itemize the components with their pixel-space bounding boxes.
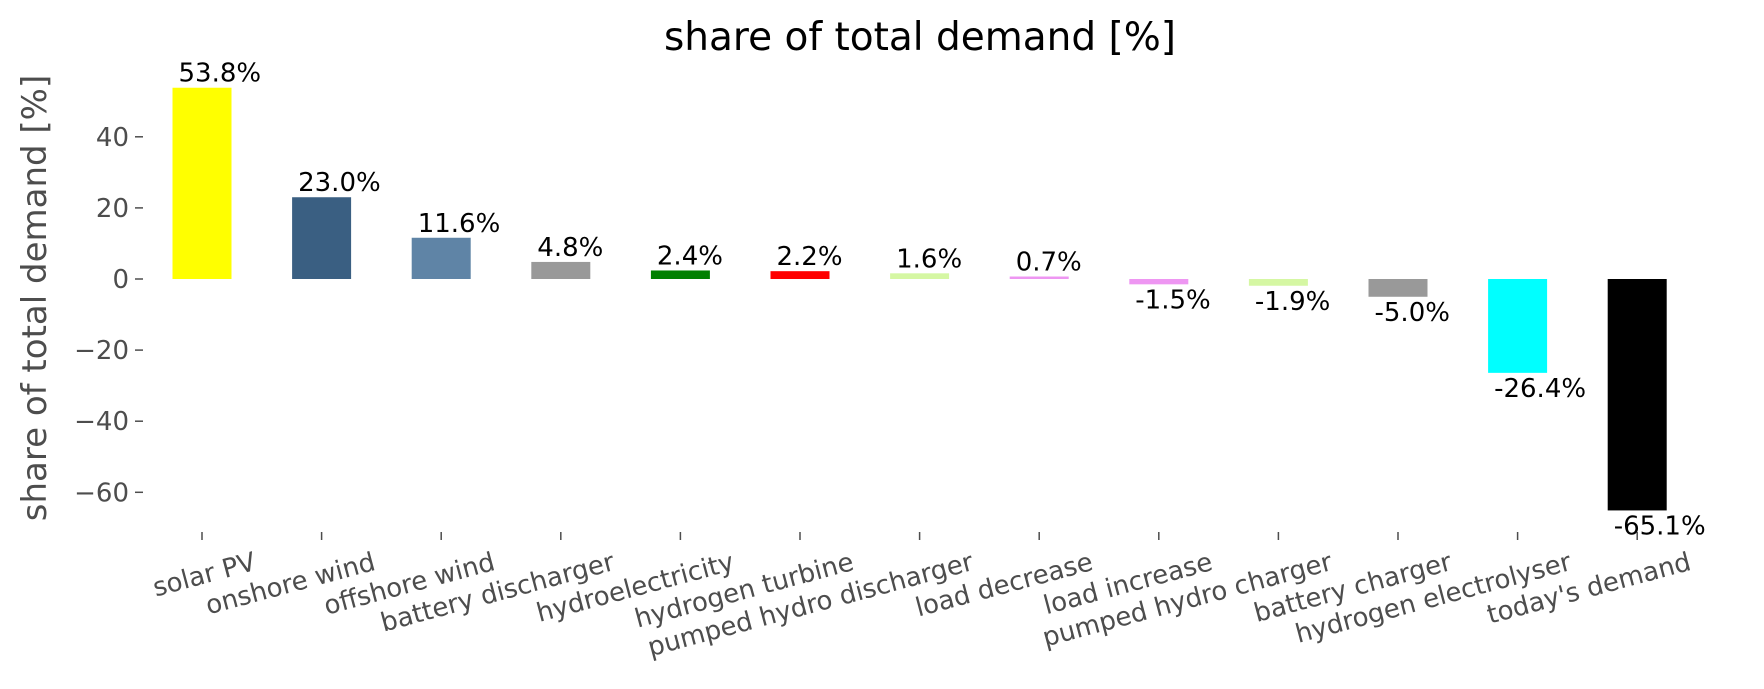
bar [1368, 279, 1428, 297]
bar [172, 87, 232, 279]
bar [1607, 279, 1667, 511]
data-label: -1.9% [1255, 287, 1330, 317]
data-label: 2.2% [777, 242, 843, 272]
y-tick-label: 0 [112, 265, 129, 295]
data-label: 0.7% [1016, 248, 1082, 278]
y-axis-ticks: 40 20 0 −20 −40 −60 [74, 123, 143, 508]
y-tick-label: 20 [96, 194, 129, 224]
bars [172, 87, 1667, 511]
data-label: 23.0% [298, 168, 381, 198]
bar [411, 237, 471, 279]
bar [890, 273, 950, 279]
bar [292, 197, 352, 279]
data-label: 2.4% [657, 241, 723, 271]
chart-title: share of total demand [%] [664, 15, 1176, 60]
y-tick-label: 40 [96, 123, 129, 153]
data-label: 4.8% [537, 233, 603, 263]
data-label: -65.1% [1614, 511, 1706, 541]
y-tick-label: −60 [74, 478, 129, 508]
bar [531, 261, 591, 279]
data-label: 1.6% [896, 244, 962, 274]
data-label: -1.5% [1135, 285, 1210, 315]
y-axis-label: share of total demand [%] [15, 75, 55, 521]
bar [770, 271, 830, 279]
bar [1488, 279, 1548, 373]
y-tick-label: −40 [74, 407, 129, 437]
bar [1248, 279, 1308, 286]
y-tick-label: −20 [74, 336, 129, 366]
bar [650, 270, 710, 279]
data-label: -26.4% [1494, 374, 1586, 404]
bar [1009, 276, 1069, 279]
data-label: 53.8% [179, 59, 262, 89]
data-label: -5.0% [1375, 298, 1450, 328]
bar [1129, 279, 1189, 285]
data-labels: 53.8% 23.0% 11.6% 4.8% 2.4% 2.2% 1.6% 0.7% -1.5%… [179, 59, 1706, 542]
data-label: 11.6% [418, 209, 501, 239]
